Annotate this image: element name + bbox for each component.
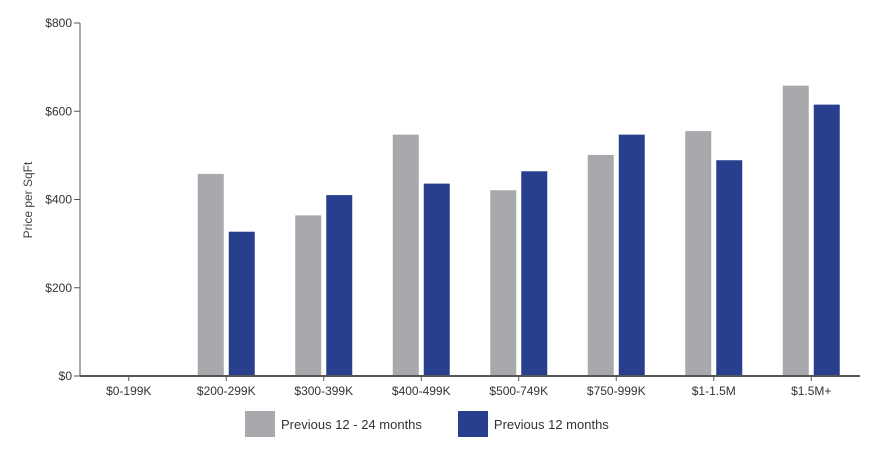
bar-series-1 (295, 215, 322, 376)
y-tick-label: $600 (45, 104, 72, 118)
bar-series-2 (228, 231, 255, 376)
bar-series-1 (392, 134, 419, 376)
legend-item-previous-12-24-months: Previous 12 - 24 months (245, 411, 422, 437)
legend-swatch-series-1 (245, 411, 275, 437)
x-tick-label: $750-999K (587, 384, 646, 398)
bar-series-1 (685, 131, 712, 376)
y-axis: $0 $200 $400 $600 $800 (45, 16, 81, 383)
x-tick-label: $300-399K (294, 384, 353, 398)
legend-label-series-1: Previous 12 - 24 months (281, 416, 422, 432)
legend-item-previous-12-months: Previous 12 months (457, 411, 609, 437)
bar-series-1 (197, 173, 224, 376)
x-tick-label: $400-499K (392, 384, 451, 398)
x-tick-label: $500-749K (489, 384, 548, 398)
x-tick-label: $0-199K (106, 384, 151, 398)
bar-series-1 (587, 154, 614, 376)
bar-series-2 (618, 134, 645, 376)
x-tick-label: $1.5M+ (791, 384, 831, 398)
x-axis: $0-199K $200-299K $300-399K $400-499K $500-7… (80, 375, 860, 398)
x-tick-label: $1-1.5M (692, 384, 736, 398)
y-tick-label: $400 (45, 193, 72, 207)
bar-series-2 (521, 171, 548, 376)
bar-series-1 (490, 190, 517, 376)
bars (197, 85, 840, 376)
bar-series-2 (716, 160, 743, 376)
y-tick-label: $200 (45, 281, 72, 295)
y-tick-label: $800 (45, 16, 72, 30)
y-axis-title: Price per SqFt (21, 161, 35, 238)
bar-series-2 (813, 104, 840, 376)
y-tick-label: $0 (59, 369, 73, 383)
legend-label-series-2: Previous 12 months (493, 416, 609, 432)
x-tick-label: $200-299K (197, 384, 256, 398)
bar-series-2 (423, 183, 450, 376)
bar-series-2 (326, 195, 353, 376)
legend: Previous 12 - 24 months Previous 12 mont… (245, 411, 645, 437)
legend-swatch-series-2 (457, 411, 488, 437)
bar-series-1 (782, 85, 809, 376)
